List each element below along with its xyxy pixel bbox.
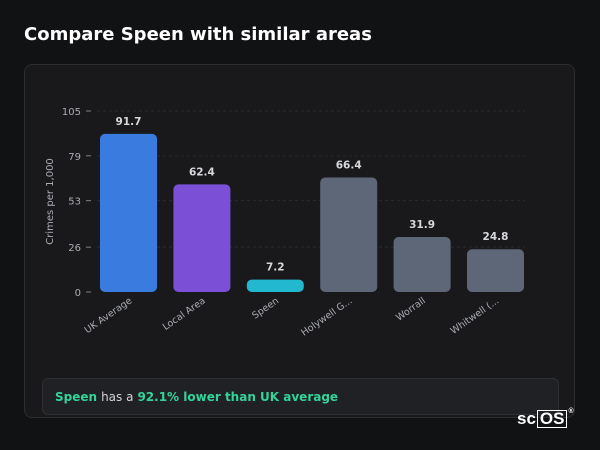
logo-prefix: sc xyxy=(517,409,536,428)
y-axis-label: Crimes per 1,000 xyxy=(45,158,56,245)
y-tick-label: 53 xyxy=(68,197,81,208)
bar-holywell-g xyxy=(320,177,378,292)
x-category-label: UK Average xyxy=(83,295,135,336)
chart-card: 0 26 53 79 105 Crimes per 1,000 91.7 UK Average… xyxy=(24,64,575,418)
bar-worrall xyxy=(393,237,451,292)
scos-logo: sc OS ® xyxy=(517,407,574,429)
bar-value-label: 31.9 xyxy=(409,219,435,231)
summary-highlight: 92.1% lower than UK average xyxy=(137,389,339,404)
bar-value-label: 24.8 xyxy=(483,231,509,243)
bar-speen xyxy=(246,279,304,292)
bar-local-area xyxy=(173,184,231,292)
bar-uk-average xyxy=(100,133,157,292)
y-tick-label: 0 xyxy=(75,288,81,299)
logo-registered-mark: ® xyxy=(568,407,574,415)
summary-area-name: Speen xyxy=(55,389,98,404)
x-category-label: Speen xyxy=(250,295,281,321)
y-tick-label: 79 xyxy=(68,152,81,163)
y-tick-label: 105 xyxy=(62,107,81,118)
x-category-label: Whitwell (... xyxy=(449,295,502,336)
bar-whitwell xyxy=(467,249,524,292)
bar-chart: 0 26 53 79 105 Crimes per 1,000 91.7 UK Average… xyxy=(45,107,525,339)
page-title: Compare Speen with similar areas xyxy=(24,24,372,45)
x-category-label: Worrall xyxy=(394,295,428,323)
bar-value-label: 66.4 xyxy=(336,160,362,172)
logo-boxed: OS xyxy=(536,410,568,428)
y-tick-label: 26 xyxy=(68,243,81,254)
bar-value-label: 62.4 xyxy=(189,166,215,178)
x-category-label: Local Area xyxy=(161,295,208,332)
summary-text: has a xyxy=(101,389,134,404)
comparison-summary: Speen has a 92.1% lower than UK average xyxy=(42,378,559,415)
bar-value-label: 91.7 xyxy=(116,116,142,128)
x-category-label: Holywell G... xyxy=(299,295,354,338)
bar-value-label: 7.2 xyxy=(266,262,285,274)
